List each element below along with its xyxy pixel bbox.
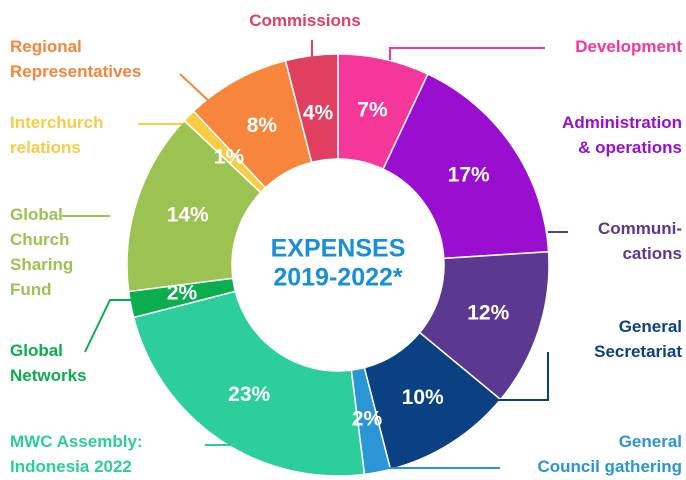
legend-label: General Secretariat [594, 317, 682, 361]
legend-label: Global Church Sharing Fund [10, 205, 73, 299]
value-label: 4% [303, 102, 334, 125]
value-label: 7% [357, 98, 388, 121]
value-label: 17% [448, 164, 490, 187]
value-label: 1% [214, 146, 245, 169]
legend-label: Commissions [249, 11, 360, 30]
value-label: 2% [352, 408, 383, 431]
chart-subtitle: 2019-2022* [273, 264, 403, 292]
value-label: 2% [167, 282, 198, 305]
value-label: 8% [247, 114, 278, 137]
legend-label: MWC Assembly: Indonesia 2022 [10, 432, 143, 476]
segment [284, 53, 339, 164]
legend-label: Administration & operations [562, 113, 682, 157]
segment [382, 73, 550, 260]
legend-label: General Council gathering [538, 432, 683, 476]
leader-line [389, 47, 545, 60]
chart-title: EXPENSES [271, 235, 406, 263]
leader-line [179, 73, 213, 105]
segments [126, 53, 550, 477]
legend-label: Interchurch relations [10, 113, 104, 157]
segment [132, 290, 366, 477]
value-label: 10% [402, 386, 444, 409]
value-label: 12% [467, 301, 509, 324]
value-label: 14% [167, 204, 209, 227]
leader-line [497, 352, 549, 401]
legend-label: Development [575, 37, 682, 56]
value-label: 23% [228, 383, 270, 406]
legend-label: Regional Representatives [10, 37, 141, 81]
leader-line [84, 299, 132, 353]
legend-label: Communi-cations [598, 219, 682, 263]
legend-label: Global Networks [10, 341, 87, 385]
